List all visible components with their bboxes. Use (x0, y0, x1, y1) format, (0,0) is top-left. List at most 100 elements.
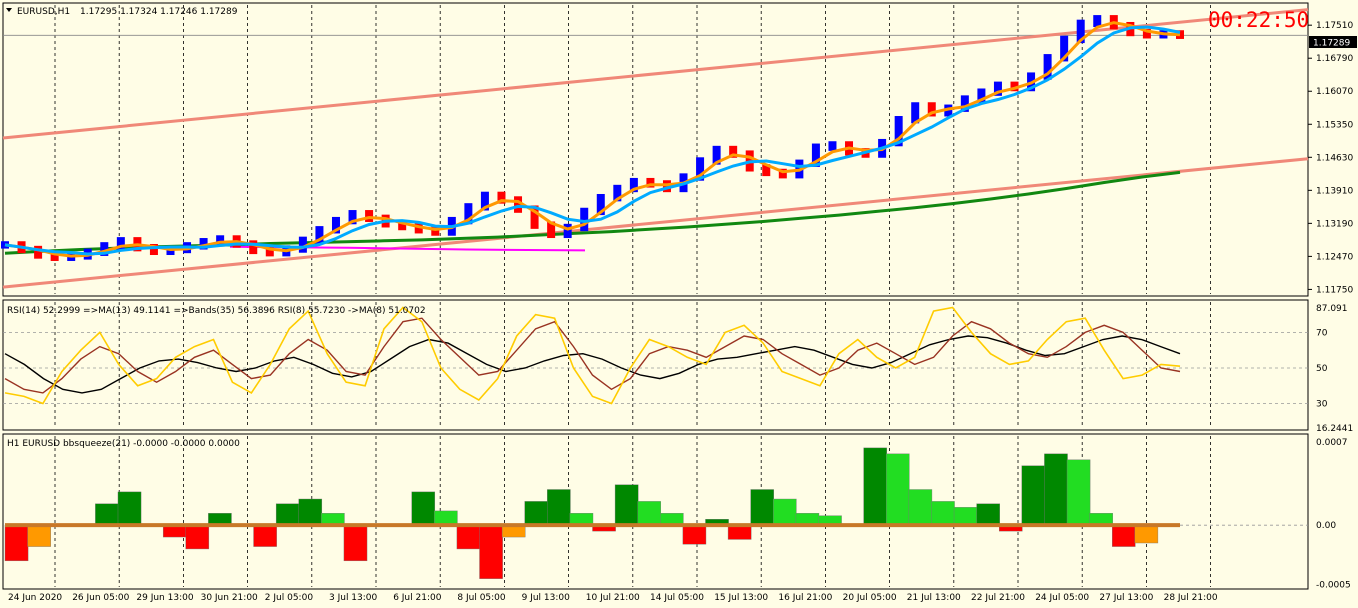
price-bar (298, 236, 307, 253)
price-bar (216, 235, 225, 246)
rsi-panel-frame (2, 299, 1309, 431)
rsi-tick-label: 30 (1316, 400, 1328, 410)
price-tick-label: 1.16790 (1316, 54, 1353, 64)
candle-timer: 00:22:50 (1208, 8, 1309, 32)
price-bar (50, 251, 59, 261)
price-tick-label: 1.11750 (1316, 285, 1353, 295)
price-plot (1, 8, 1309, 289)
price-tick-label: 1.12470 (1316, 252, 1353, 262)
price-bar (960, 95, 969, 112)
rsi_brown-line (4, 317, 1181, 394)
time-tick-label: 30 Jun 21:00 (201, 593, 258, 603)
price-bar (199, 238, 208, 250)
squeeze-bar (27, 524, 51, 547)
squeeze-bar (434, 510, 458, 526)
price-bar (1060, 35, 1069, 62)
rsi-tick-label: 87.091 (1316, 304, 1348, 314)
price-bar (34, 245, 43, 259)
channel_lower-line (2, 157, 1309, 289)
squeeze-bar (1044, 453, 1068, 526)
squeeze-bar (117, 491, 142, 526)
squeeze-bar (1134, 524, 1159, 544)
rsi-plot (4, 306, 1181, 405)
squeeze-bar (908, 489, 933, 526)
price-bar (596, 193, 605, 216)
squeeze-bar (479, 524, 503, 579)
rsi_yellow-line (4, 306, 1181, 405)
time-tick-label: 24 Jun 2020 (8, 593, 62, 603)
price-bar (265, 246, 274, 257)
price-bar (464, 203, 473, 225)
squeeze-plot (4, 447, 1308, 579)
price-tick-label: 1.13910 (1316, 186, 1353, 196)
time-axis-ticks: 24 Jun 2020 26 Jun 05:00 29 Jun 13:00 30 Ju… (8, 593, 1218, 603)
price-bar (149, 243, 158, 256)
price-bar (778, 168, 787, 179)
price-bar (762, 164, 771, 177)
squeeze-panel-frame (2, 433, 1309, 590)
price-bar (547, 221, 556, 239)
price-bar (514, 196, 523, 213)
price-bar (1043, 54, 1052, 80)
squeeze-bar (524, 501, 549, 526)
long-ma-line (4, 170, 1181, 255)
rsi-panel-label: RSI(14) 52.2999 =>MA(13) 49.1141 =>Bands… (7, 306, 426, 316)
price-tick-label: 1.15350 (1316, 120, 1353, 130)
time-tick-label: 29 Jun 13:00 (136, 593, 193, 603)
time-tick-label: 9 Jul 13:00 (522, 593, 571, 603)
squeeze-tick-label: 0.0007 (1316, 438, 1348, 448)
price-bar (116, 237, 125, 250)
squeeze-bar (1066, 459, 1091, 526)
last-price-text: 1.17289 (1313, 39, 1350, 49)
time-tick-label: 27 Jul 13:00 (1099, 593, 1153, 603)
rsi_black-line (4, 335, 1181, 394)
price-bar (977, 88, 986, 103)
symbol-label: EURUSD,H1 (17, 7, 70, 17)
last-price-tag (1309, 36, 1357, 48)
squeeze-bar (1112, 524, 1136, 547)
squeeze-bar (411, 491, 436, 526)
price-tick-label: 1.17510 (1316, 21, 1353, 31)
rsi-tick-label: 70 (1316, 328, 1328, 338)
squeeze-bar (773, 498, 797, 526)
price-bar (729, 145, 738, 158)
time-tick-label: 15 Jul 13:00 (714, 593, 768, 603)
squeeze-bar (614, 484, 639, 526)
squeeze-bar (343, 524, 368, 562)
price-bar (894, 116, 903, 147)
price-bar (629, 177, 638, 193)
main-panel-frame (2, 2, 1309, 297)
price-bar (927, 102, 936, 117)
price-bar (530, 205, 539, 229)
time-tick-label: 3 Jul 13:00 (329, 593, 378, 603)
price-bar (1010, 81, 1019, 92)
squeeze-bar (253, 524, 277, 547)
price-bar (1142, 28, 1151, 39)
price-bar (497, 191, 506, 204)
squeeze-bar (931, 501, 955, 526)
price-bar (712, 145, 721, 165)
squeeze-tick-label: 0.00 (1316, 521, 1336, 531)
price-bar (580, 207, 589, 232)
ohlc-values: 1.17295 1.17324 1.17246 1.17289 (80, 7, 238, 17)
price-bar (993, 81, 1002, 96)
price-bar (1093, 15, 1102, 28)
squeeze-bar (682, 524, 707, 545)
squeeze-bar (275, 503, 300, 526)
price-bar (249, 240, 258, 255)
squeeze-bar (750, 489, 774, 526)
squeeze-bar (456, 524, 481, 550)
price-bar (696, 157, 705, 181)
squeeze-panel-label: H1 EURUSD bbsqueeze(21) -0.0000 -0.0000 … (7, 439, 240, 449)
symbol-dropdown-icon[interactable] (6, 8, 12, 12)
blue-ma-line (4, 25, 1181, 256)
time-tick-label: 24 Jul 05:00 (1035, 593, 1089, 603)
time-tick-label: 21 Jul 13:00 (907, 593, 961, 603)
squeeze-tick-label: -0.0005 (1316, 581, 1351, 591)
price-bar (811, 143, 820, 167)
price-bar (331, 216, 340, 234)
price-tick-label: 1.14630 (1316, 153, 1353, 163)
squeeze-bar (976, 503, 1000, 526)
